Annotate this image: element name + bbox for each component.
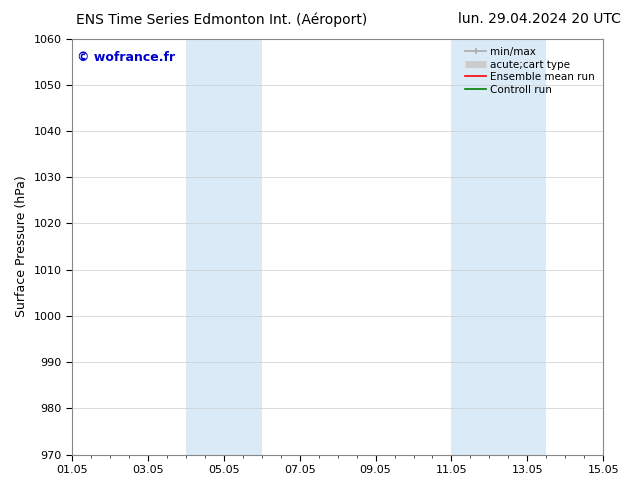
Text: ENS Time Series Edmonton Int. (Aéroport): ENS Time Series Edmonton Int. (Aéroport) — [76, 12, 367, 27]
Text: lun. 29.04.2024 20 UTC: lun. 29.04.2024 20 UTC — [458, 12, 621, 26]
Y-axis label: Surface Pressure (hPa): Surface Pressure (hPa) — [15, 176, 28, 318]
Legend: min/max, acute;cart type, Ensemble mean run, Controll run: min/max, acute;cart type, Ensemble mean … — [462, 44, 598, 98]
Bar — [186, 39, 262, 455]
Bar — [451, 39, 547, 455]
Text: © wofrance.fr: © wofrance.fr — [77, 51, 176, 64]
